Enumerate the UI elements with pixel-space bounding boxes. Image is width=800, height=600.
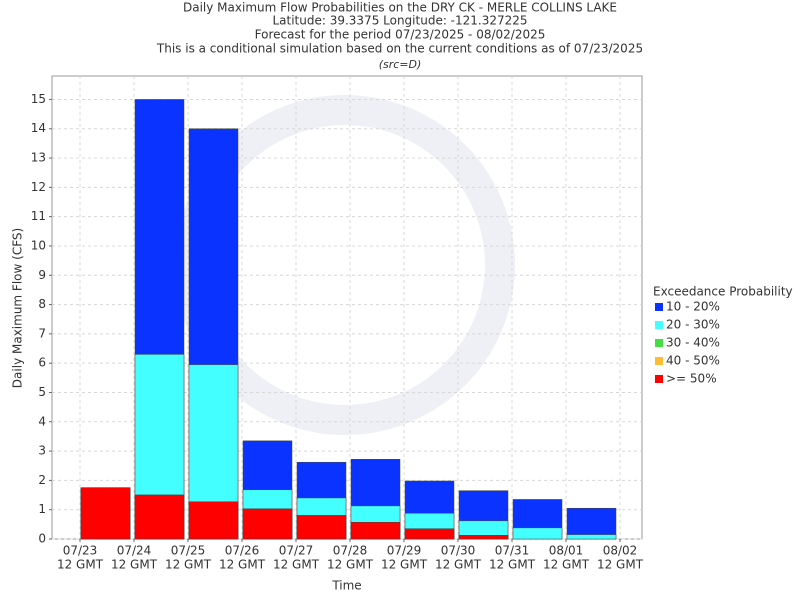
legend-label: 30 - 40% (666, 336, 720, 350)
x-tick-label: 07/25 (171, 544, 206, 558)
y-tick-label: 9 (38, 268, 46, 282)
x-tick-label: 12 GMT (111, 558, 158, 572)
bar (458, 535, 509, 540)
x-tick-label: 07/23 (63, 544, 98, 558)
bar (242, 508, 293, 540)
legend-swatch (655, 357, 663, 365)
x-tick-label: 07/29 (387, 544, 422, 558)
y-tick-label: 13 (31, 151, 46, 165)
x-tick-label: 07/31 (495, 544, 530, 558)
x-tick-label: 12 GMT (219, 558, 266, 572)
legend-label: 10 - 20% (666, 300, 720, 314)
bar (512, 527, 563, 540)
bar (134, 494, 185, 540)
bar (404, 528, 455, 540)
legend-swatch (655, 303, 663, 311)
bar (566, 507, 617, 540)
x-tick-label: 12 GMT (435, 558, 482, 572)
legend-swatch (655, 375, 663, 383)
x-tick-label: 07/24 (117, 544, 152, 558)
y-tick-label: 14 (31, 121, 46, 135)
y-tick-label: 10 (31, 238, 46, 252)
legend-swatch (655, 339, 663, 347)
y-tick-label: 1 (38, 502, 46, 516)
legend-label: 40 - 50% (666, 354, 720, 368)
legend-label: >= 50% (666, 372, 717, 386)
bar (566, 534, 617, 540)
y-tick-label: 8 (38, 297, 46, 311)
x-tick-label: 12 GMT (543, 558, 590, 572)
x-tick-label: 12 GMT (57, 558, 104, 572)
x-axis-label: Time (331, 579, 361, 593)
x-tick-label: 12 GMT (489, 558, 536, 572)
y-tick-label: 3 (38, 444, 46, 458)
x-tick-label: 08/01 (549, 544, 584, 558)
x-tick-label: 08/02 (603, 544, 638, 558)
y-tick-label: 0 (38, 532, 46, 546)
bar (188, 501, 239, 540)
x-tick-label: 12 GMT (327, 558, 374, 572)
subtitle: Latitude: 39.3375 Longitude: -121.327225 (272, 14, 527, 28)
x-tick-label: 07/28 (333, 544, 368, 558)
chart-title: Daily Maximum Flow Probabilities on the … (183, 1, 617, 15)
x-tick-label: 12 GMT (165, 558, 212, 572)
x-tick-label: 07/30 (441, 544, 476, 558)
legend-swatch (655, 321, 663, 329)
y-axis-label: Daily Maximum Flow (CFS) (11, 228, 25, 388)
bar (80, 487, 131, 540)
x-tick-label: 12 GMT (381, 558, 428, 572)
y-tick-label: 15 (31, 92, 46, 106)
subtitle: This is a conditional simulation based o… (156, 42, 643, 56)
y-tick-label: 7 (38, 326, 46, 340)
bar (350, 522, 401, 540)
x-tick-label: 07/27 (279, 544, 314, 558)
x-tick-label: 12 GMT (597, 558, 644, 572)
bar (296, 515, 347, 540)
subtitle: (src=D) (379, 58, 422, 71)
legend-title: Exceedance Probability (653, 285, 793, 299)
subtitle: Forecast for the period 07/23/2025 - 08/… (255, 28, 546, 42)
y-tick-label: 12 (31, 180, 46, 194)
legend-label: 20 - 30% (666, 318, 720, 332)
y-tick-label: 11 (31, 209, 46, 223)
x-tick-label: 12 GMT (273, 558, 320, 572)
y-tick-label: 4 (38, 414, 46, 428)
y-tick-label: 6 (38, 356, 46, 370)
y-tick-label: 2 (38, 473, 46, 487)
x-tick-label: 07/26 (225, 544, 260, 558)
y-tick-label: 5 (38, 385, 46, 399)
